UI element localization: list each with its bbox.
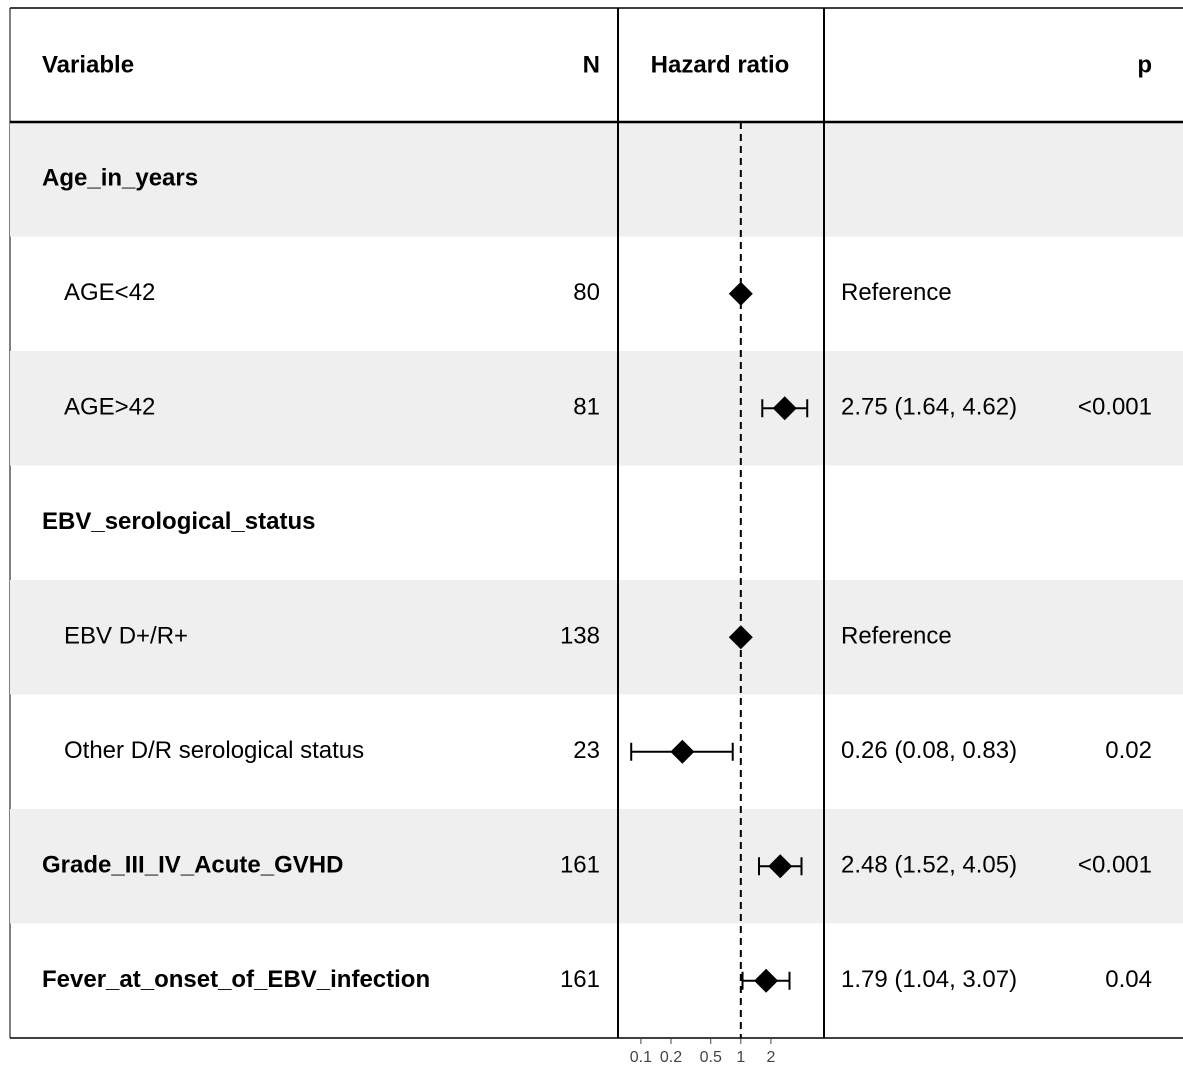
p-value: <0.001 xyxy=(1078,394,1152,421)
estimate-diamond xyxy=(768,854,793,879)
n-value: 80 xyxy=(573,279,600,306)
row-label: Fever_at_onset_of_EBV_infection xyxy=(42,966,430,993)
header-estimate: Hazard ratio xyxy=(651,51,790,78)
estimate-diamond xyxy=(772,396,797,421)
estimate-label: Reference xyxy=(841,623,952,650)
estimate-label: Reference xyxy=(841,279,952,306)
p-value: 0.02 xyxy=(1105,737,1152,764)
n-value: 161 xyxy=(560,852,600,879)
x-tick-label: 0.2 xyxy=(660,1049,682,1066)
estimate-label: 0.26 (0.08, 0.83) xyxy=(841,737,1017,764)
estimate-diamond xyxy=(670,739,695,764)
n-value: 23 xyxy=(573,737,600,764)
row-label: EBV_serological_status xyxy=(42,508,315,535)
header-p: p xyxy=(1137,51,1152,78)
row-label: EBV D+/R+ xyxy=(64,623,188,650)
estimate-diamond xyxy=(754,968,779,993)
row-label: AGE<42 xyxy=(64,279,155,306)
estimate-label: 2.48 (1.52, 4.05) xyxy=(841,852,1017,879)
row-stripe xyxy=(10,809,1183,924)
n-value: 138 xyxy=(560,623,600,650)
marks xyxy=(630,281,809,993)
n-value: 81 xyxy=(573,394,600,421)
row-stripe xyxy=(10,122,1183,237)
row-stripe xyxy=(10,580,1183,695)
rows: Age_in_years AGE<42 80 Reference AGE>42 81 2.7… xyxy=(10,122,1183,993)
p-value: 0.04 xyxy=(1105,966,1152,993)
header-n: N xyxy=(583,51,600,78)
x-tick-label: 1 xyxy=(736,1049,745,1066)
n-value: 161 xyxy=(560,966,600,993)
row-label: Age_in_years xyxy=(42,165,198,192)
p-value: <0.001 xyxy=(1078,852,1152,879)
row-label: AGE>42 xyxy=(64,394,155,421)
header-variable: Variable xyxy=(42,51,134,78)
row-label: Grade_III_IV_Acute_GVHD xyxy=(42,852,343,879)
row-stripe xyxy=(10,351,1183,466)
estimate-label: 1.79 (1.04, 3.07) xyxy=(841,966,1017,993)
x-tick-label: 0.5 xyxy=(700,1049,722,1066)
estimate-label: 2.75 (1.64, 4.62) xyxy=(841,394,1017,421)
x-tick-label: 2 xyxy=(766,1049,775,1066)
x-tick-label: 0.1 xyxy=(630,1049,652,1066)
row-label: Other D/R serological status xyxy=(64,737,364,764)
estimate-diamond xyxy=(728,625,753,650)
